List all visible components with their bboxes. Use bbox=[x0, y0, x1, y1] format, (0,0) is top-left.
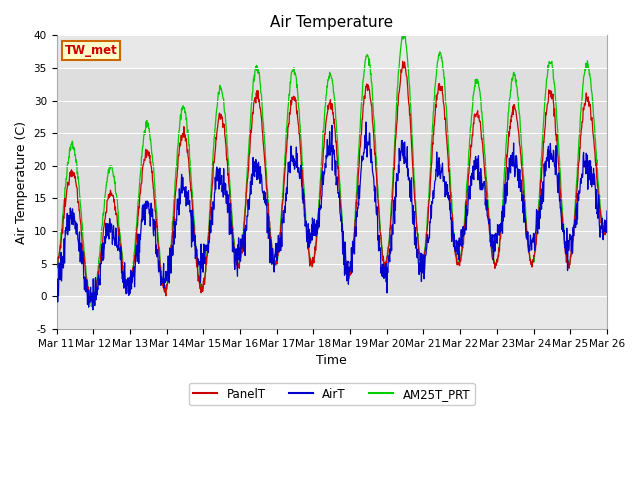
AirT bbox=[162, 268, 170, 274]
AirT bbox=[490, 252, 497, 257]
AM25T_PRT bbox=[490, 256, 497, 262]
PanelT bbox=[399, 59, 406, 64]
Line: PanelT: PanelT bbox=[56, 61, 607, 302]
AirT bbox=[89, 307, 97, 313]
PanelT bbox=[52, 265, 60, 271]
Legend: PanelT, AirT, AM25T_PRT: PanelT, AirT, AM25T_PRT bbox=[189, 383, 475, 405]
Line: AM25T_PRT: AM25T_PRT bbox=[56, 30, 607, 306]
AirT bbox=[362, 119, 370, 125]
PanelT bbox=[538, 157, 546, 163]
PanelT bbox=[418, 259, 426, 265]
AM25T_PRT bbox=[603, 226, 611, 232]
Y-axis label: Air Temperature (C): Air Temperature (C) bbox=[15, 120, 28, 244]
PanelT bbox=[237, 254, 244, 260]
Text: TW_met: TW_met bbox=[65, 45, 118, 58]
AirT bbox=[603, 208, 611, 214]
PanelT bbox=[162, 293, 170, 299]
AM25T_PRT bbox=[162, 285, 170, 290]
PanelT bbox=[175, 147, 183, 153]
PanelT bbox=[490, 258, 497, 264]
AM25T_PRT bbox=[237, 251, 244, 257]
AirT bbox=[237, 236, 244, 242]
AM25T_PRT bbox=[175, 128, 183, 133]
AM25T_PRT bbox=[52, 264, 60, 270]
Bar bbox=[56, 68, 607, 296]
AM25T_PRT bbox=[88, 303, 95, 309]
AirT bbox=[418, 251, 426, 257]
AM25T_PRT bbox=[399, 27, 407, 33]
AirT bbox=[52, 295, 60, 300]
PanelT bbox=[603, 223, 611, 228]
PanelT bbox=[90, 300, 97, 305]
Line: AirT: AirT bbox=[56, 122, 607, 310]
AM25T_PRT bbox=[538, 139, 546, 145]
X-axis label: Time: Time bbox=[316, 354, 347, 367]
Title: Air Temperature: Air Temperature bbox=[270, 15, 394, 30]
AM25T_PRT bbox=[418, 261, 426, 267]
AirT bbox=[175, 186, 183, 192]
AirT bbox=[538, 201, 546, 206]
